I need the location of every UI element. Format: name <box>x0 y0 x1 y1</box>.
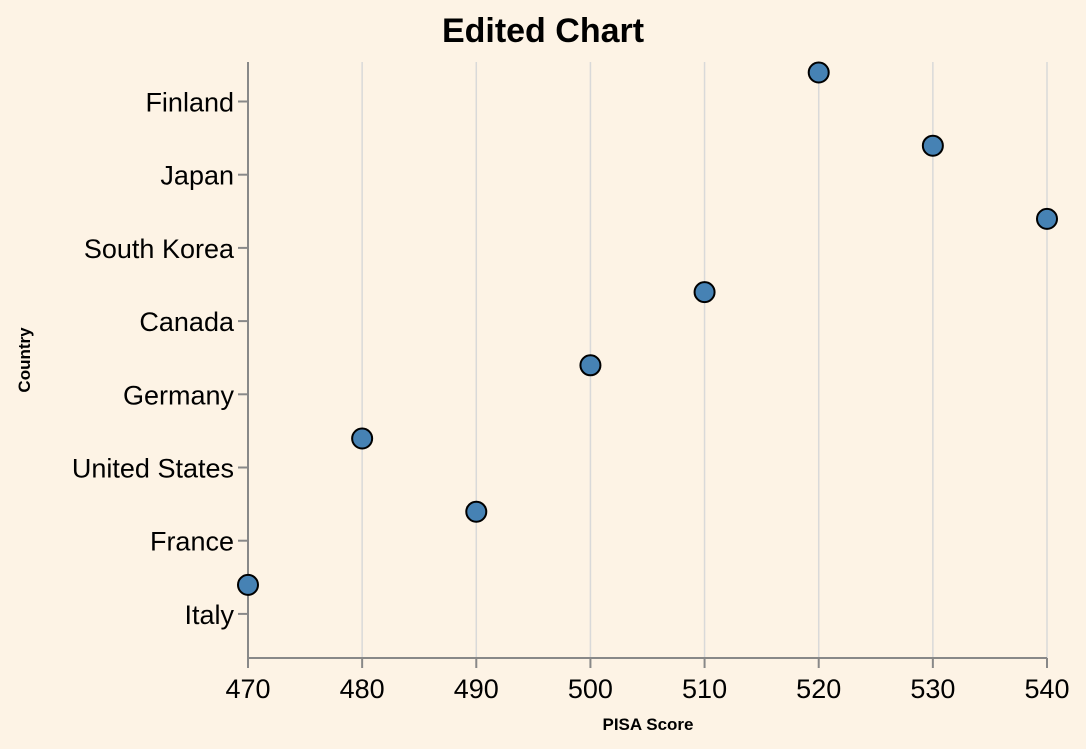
y-tick-label: Canada <box>139 307 235 337</box>
x-tick-label: 540 <box>1024 674 1069 704</box>
x-tick-label: 480 <box>340 674 385 704</box>
y-tick-label: Italy <box>184 600 234 630</box>
data-point-italy <box>237 573 259 596</box>
y-tick-label: Finland <box>145 88 234 118</box>
data-point-south-korea <box>1036 207 1058 230</box>
x-tick-label: 500 <box>568 674 613 704</box>
grid-layer <box>247 62 1048 658</box>
x-tick-label: 490 <box>454 674 499 704</box>
chart-title: Edited Chart <box>442 12 644 50</box>
y-tick-label: Germany <box>123 380 235 410</box>
data-point-canada <box>693 281 716 304</box>
axis-layer: 470 480 490 500 510 520 530 540 Finland Japan Sout… <box>72 62 1070 704</box>
y-axis-title: Country <box>15 327 34 393</box>
data-point-france <box>465 500 488 523</box>
x-tick-label: 510 <box>682 674 727 704</box>
points-layer <box>237 61 1058 596</box>
x-axis-title: PISA Score <box>602 715 693 734</box>
y-tick-label: United States <box>72 454 234 484</box>
x-tick-label: 530 <box>910 674 955 704</box>
y-tick-label: Japan <box>160 161 234 191</box>
y-tick-label: France <box>150 527 234 557</box>
data-point-japan <box>921 134 944 157</box>
data-point-germany <box>579 354 602 377</box>
x-tick-label: 470 <box>225 674 270 704</box>
data-point-finland <box>807 61 830 84</box>
data-point-united-states <box>351 427 374 450</box>
y-tick-label: South Korea <box>84 234 235 264</box>
x-tick-label: 520 <box>796 674 841 704</box>
